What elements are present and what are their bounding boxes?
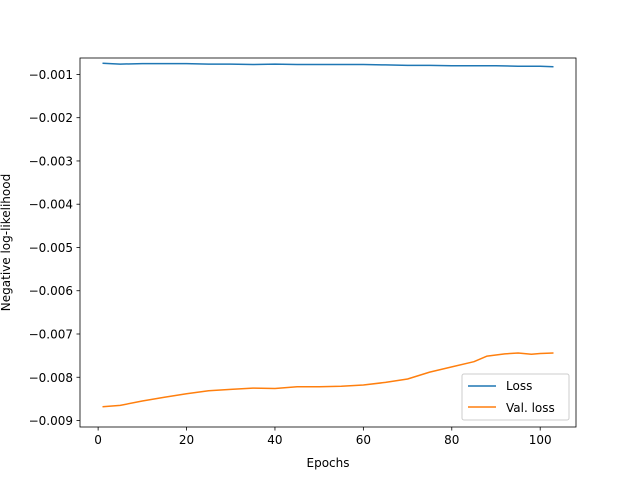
y-tick-label: −0.008 [29, 371, 73, 385]
y-tick-label: −0.003 [29, 154, 73, 168]
series-line-loss [102, 62, 554, 68]
y-tick-label: −0.001 [29, 68, 73, 82]
y-tick-label: −0.002 [29, 111, 73, 125]
x-tick-label: 100 [529, 433, 552, 447]
y-tick-label: −0.006 [29, 284, 73, 298]
y-tick-label: −0.009 [29, 414, 73, 428]
x-tick-label: 0 [94, 433, 102, 447]
y-axis-label: Negative log-likelihood [0, 174, 13, 311]
y-tick-label: −0.007 [29, 327, 73, 341]
y-axis-ticks: −0.009 −0.008 −0.007 −0.006 −0.005 −0.004 −0.0… [29, 68, 80, 428]
x-tick-label: 60 [356, 433, 371, 447]
y-tick-label: −0.004 [29, 198, 73, 212]
x-tick-label: 20 [179, 433, 194, 447]
axes-frame [79, 57, 577, 428]
legend: Loss Val. loss [461, 373, 570, 421]
x-axis-ticks: 0 20 40 60 80 100 [94, 427, 552, 447]
legend-label-loss: Loss [506, 379, 532, 393]
x-axis-label: Epochs [307, 456, 350, 470]
x-tick-label: 40 [267, 433, 282, 447]
y-tick-label: −0.005 [29, 241, 73, 255]
legend-label-val-loss: Val. loss [506, 401, 555, 415]
x-tick-label: 80 [444, 433, 459, 447]
series-line-val-loss [102, 352, 554, 408]
plot-lines [102, 62, 554, 408]
